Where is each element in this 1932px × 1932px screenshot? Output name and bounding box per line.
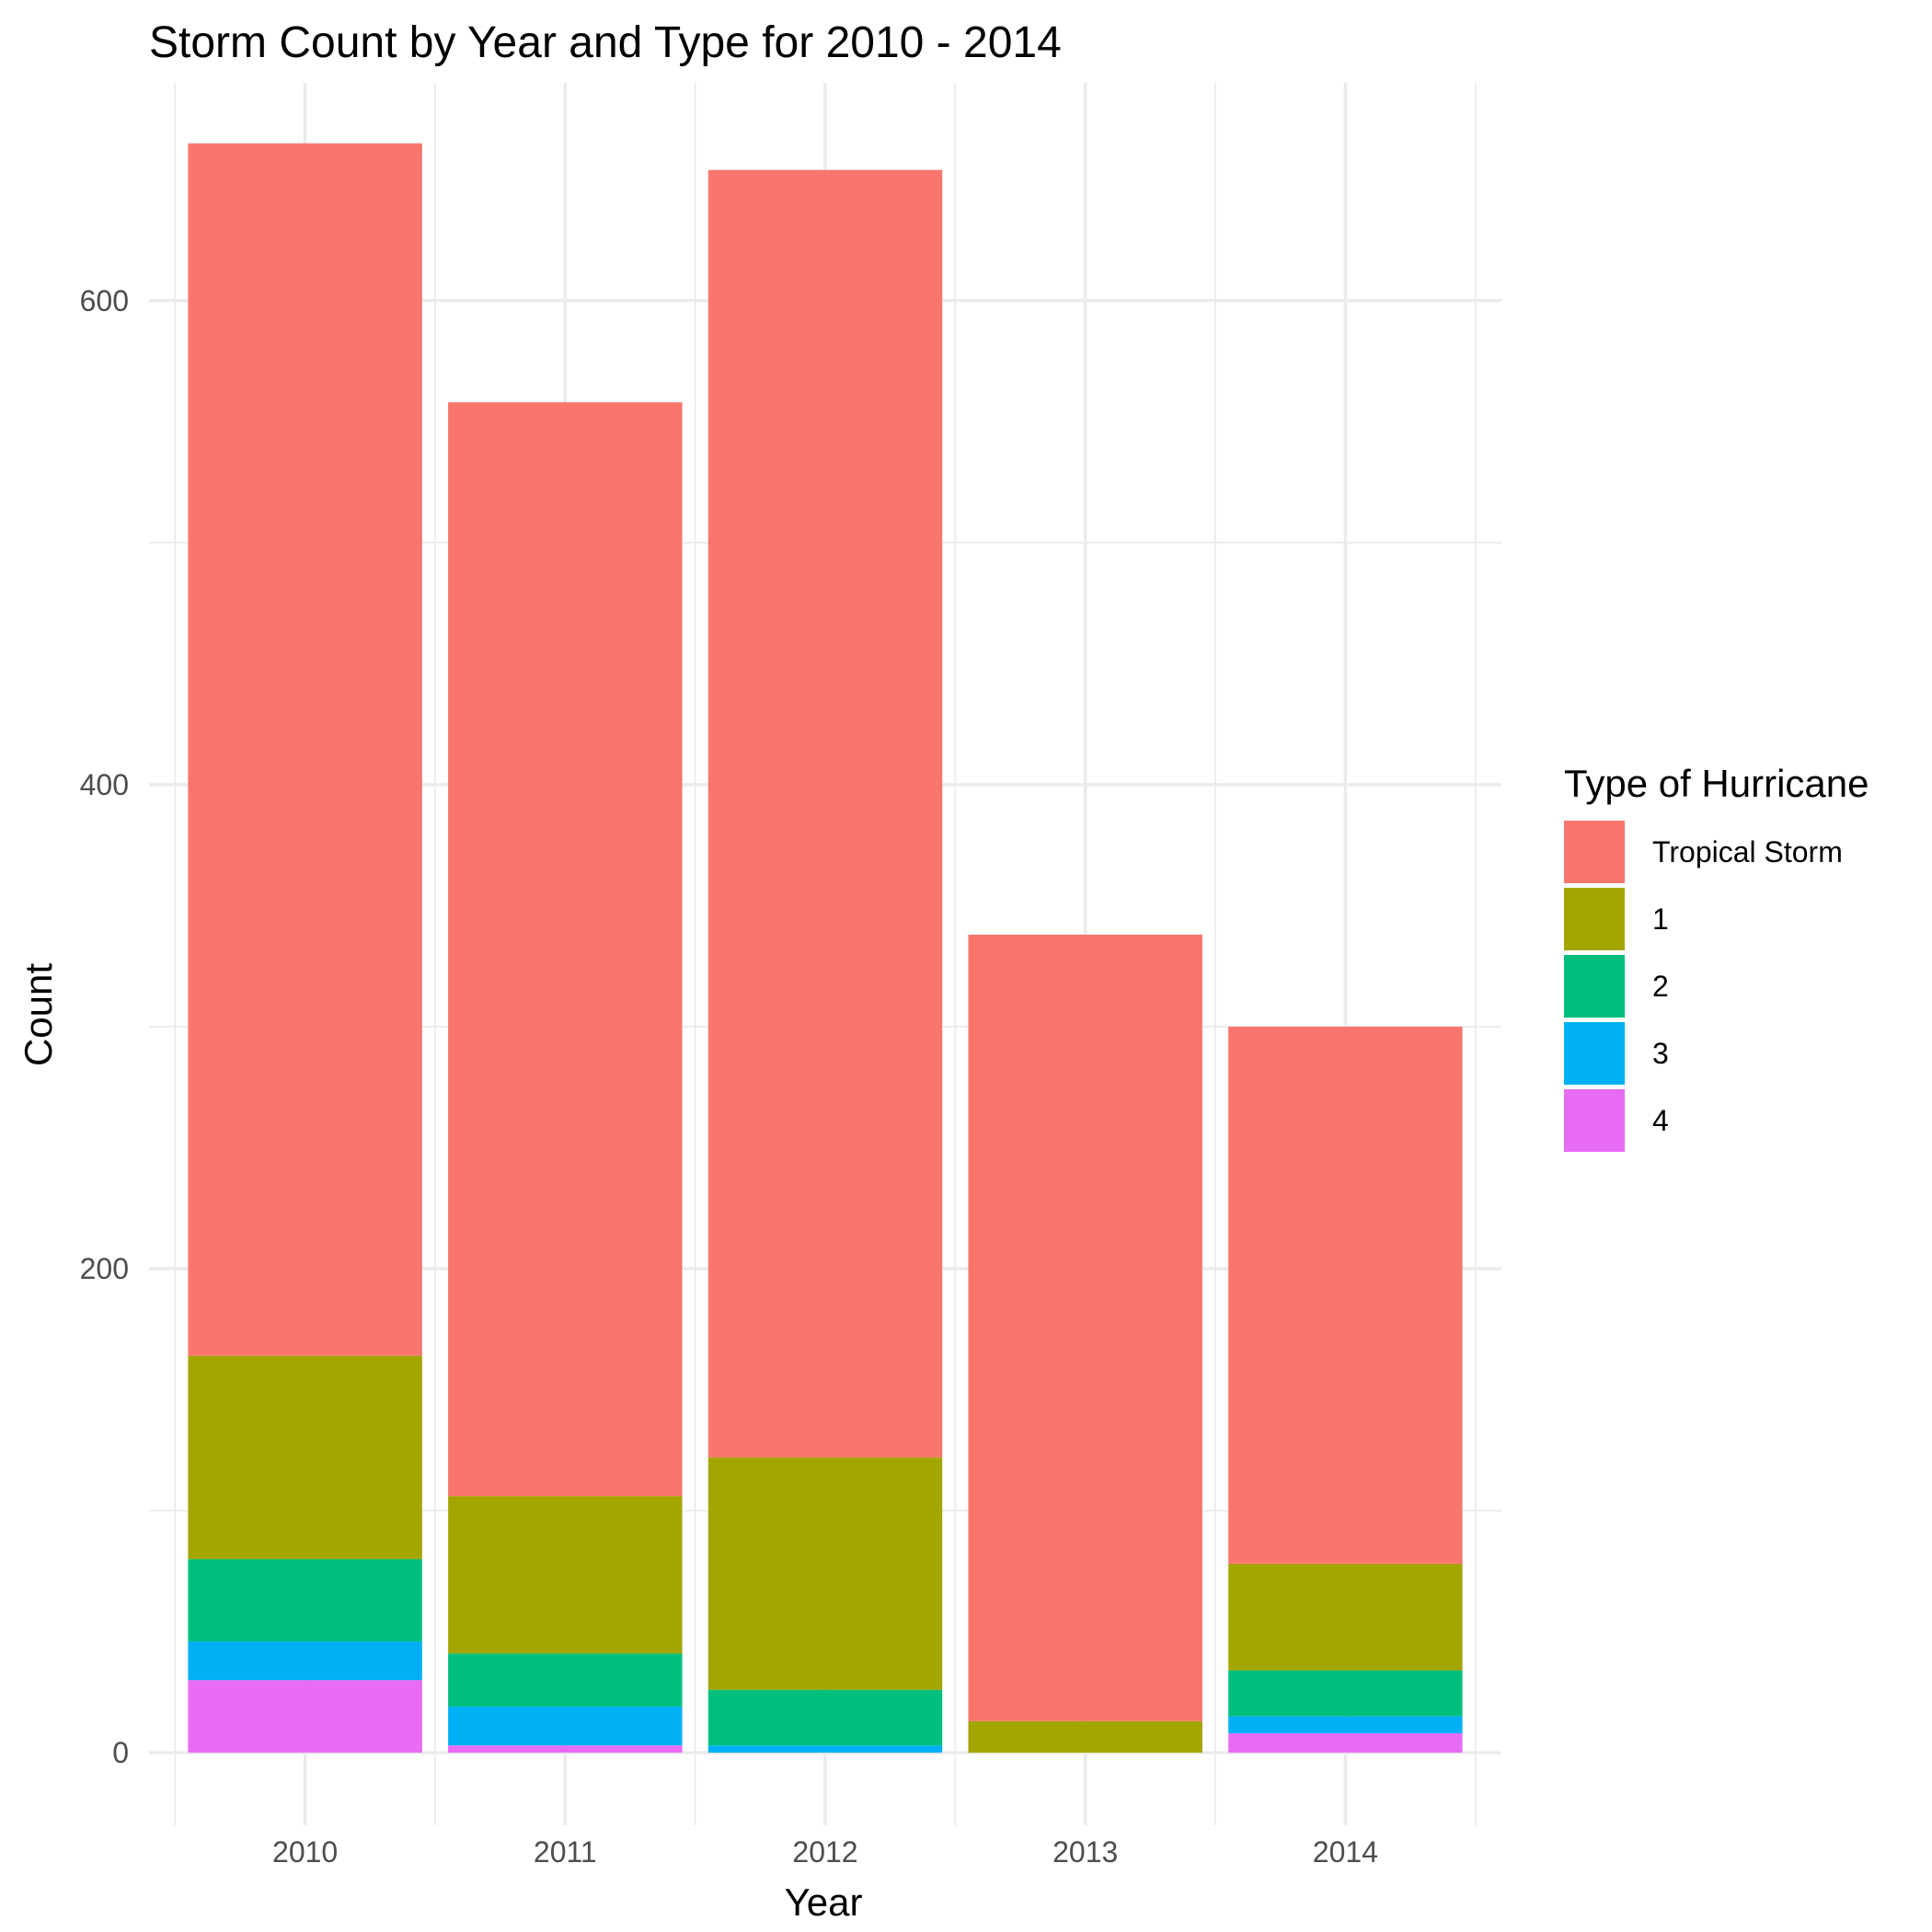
y-tick-label: 600 <box>80 284 129 317</box>
legend-label: 4 <box>1652 1104 1669 1137</box>
legend-label: Tropical Storm <box>1652 835 1843 868</box>
bar-segment <box>707 1457 943 1690</box>
bar-segment <box>448 1653 683 1708</box>
y-tick-labels: 0 200 400 600 <box>80 284 129 1769</box>
legend-key <box>1564 888 1625 950</box>
bar-segment <box>1228 1733 1463 1754</box>
x-tick-labels: 2010 2011 2012 2013 2014 <box>272 1835 1378 1869</box>
legend-key <box>1564 821 1625 883</box>
bar-segment <box>188 1680 422 1754</box>
y-tick-label: 400 <box>80 768 129 801</box>
bar-segment <box>188 143 422 1356</box>
bar-segment <box>1228 1563 1463 1671</box>
x-axis-title: Year <box>785 1880 863 1924</box>
bar-segment <box>188 1355 422 1559</box>
bar-segment <box>1228 1026 1463 1564</box>
bar-segment <box>707 1745 943 1754</box>
bar-segment <box>448 402 683 1497</box>
legend-key <box>1564 955 1625 1018</box>
y-tick-label: 200 <box>80 1252 129 1285</box>
x-tick-label: 2011 <box>534 1835 597 1869</box>
bar-segment <box>707 169 943 1458</box>
bar-segment <box>448 1745 683 1754</box>
bar-segment <box>188 1558 422 1642</box>
y-tick-label: 0 <box>112 1736 129 1769</box>
legend: Type of Hurricane Tropical Storm 1 2 3 4 <box>1564 762 1869 1152</box>
bar-segment <box>968 1720 1202 1754</box>
x-tick-label: 2014 <box>1313 1835 1378 1869</box>
x-tick-label: 2010 <box>272 1835 338 1869</box>
x-tick-label: 2013 <box>1052 1835 1118 1869</box>
bar-segment <box>707 1689 943 1746</box>
bar-segment <box>188 1641 422 1681</box>
bar-segment <box>1228 1670 1463 1717</box>
bar-segment <box>448 1707 683 1746</box>
legend-label: 2 <box>1652 970 1669 1003</box>
chart-title: Storm Count by Year and Type for 2010 - … <box>149 18 1062 67</box>
legend-label: 3 <box>1652 1037 1669 1070</box>
bar-segment <box>448 1496 683 1654</box>
legend-title: Type of Hurricane <box>1564 762 1869 805</box>
bar-segment <box>968 934 1202 1721</box>
legend-key <box>1564 1089 1625 1152</box>
bars-layer <box>188 143 1463 1754</box>
bar-segment <box>1228 1716 1463 1734</box>
x-tick-label: 2012 <box>792 1835 857 1869</box>
legend-label: 1 <box>1652 903 1669 936</box>
legend-key <box>1564 1022 1625 1085</box>
y-axis-title: Count <box>17 963 60 1066</box>
